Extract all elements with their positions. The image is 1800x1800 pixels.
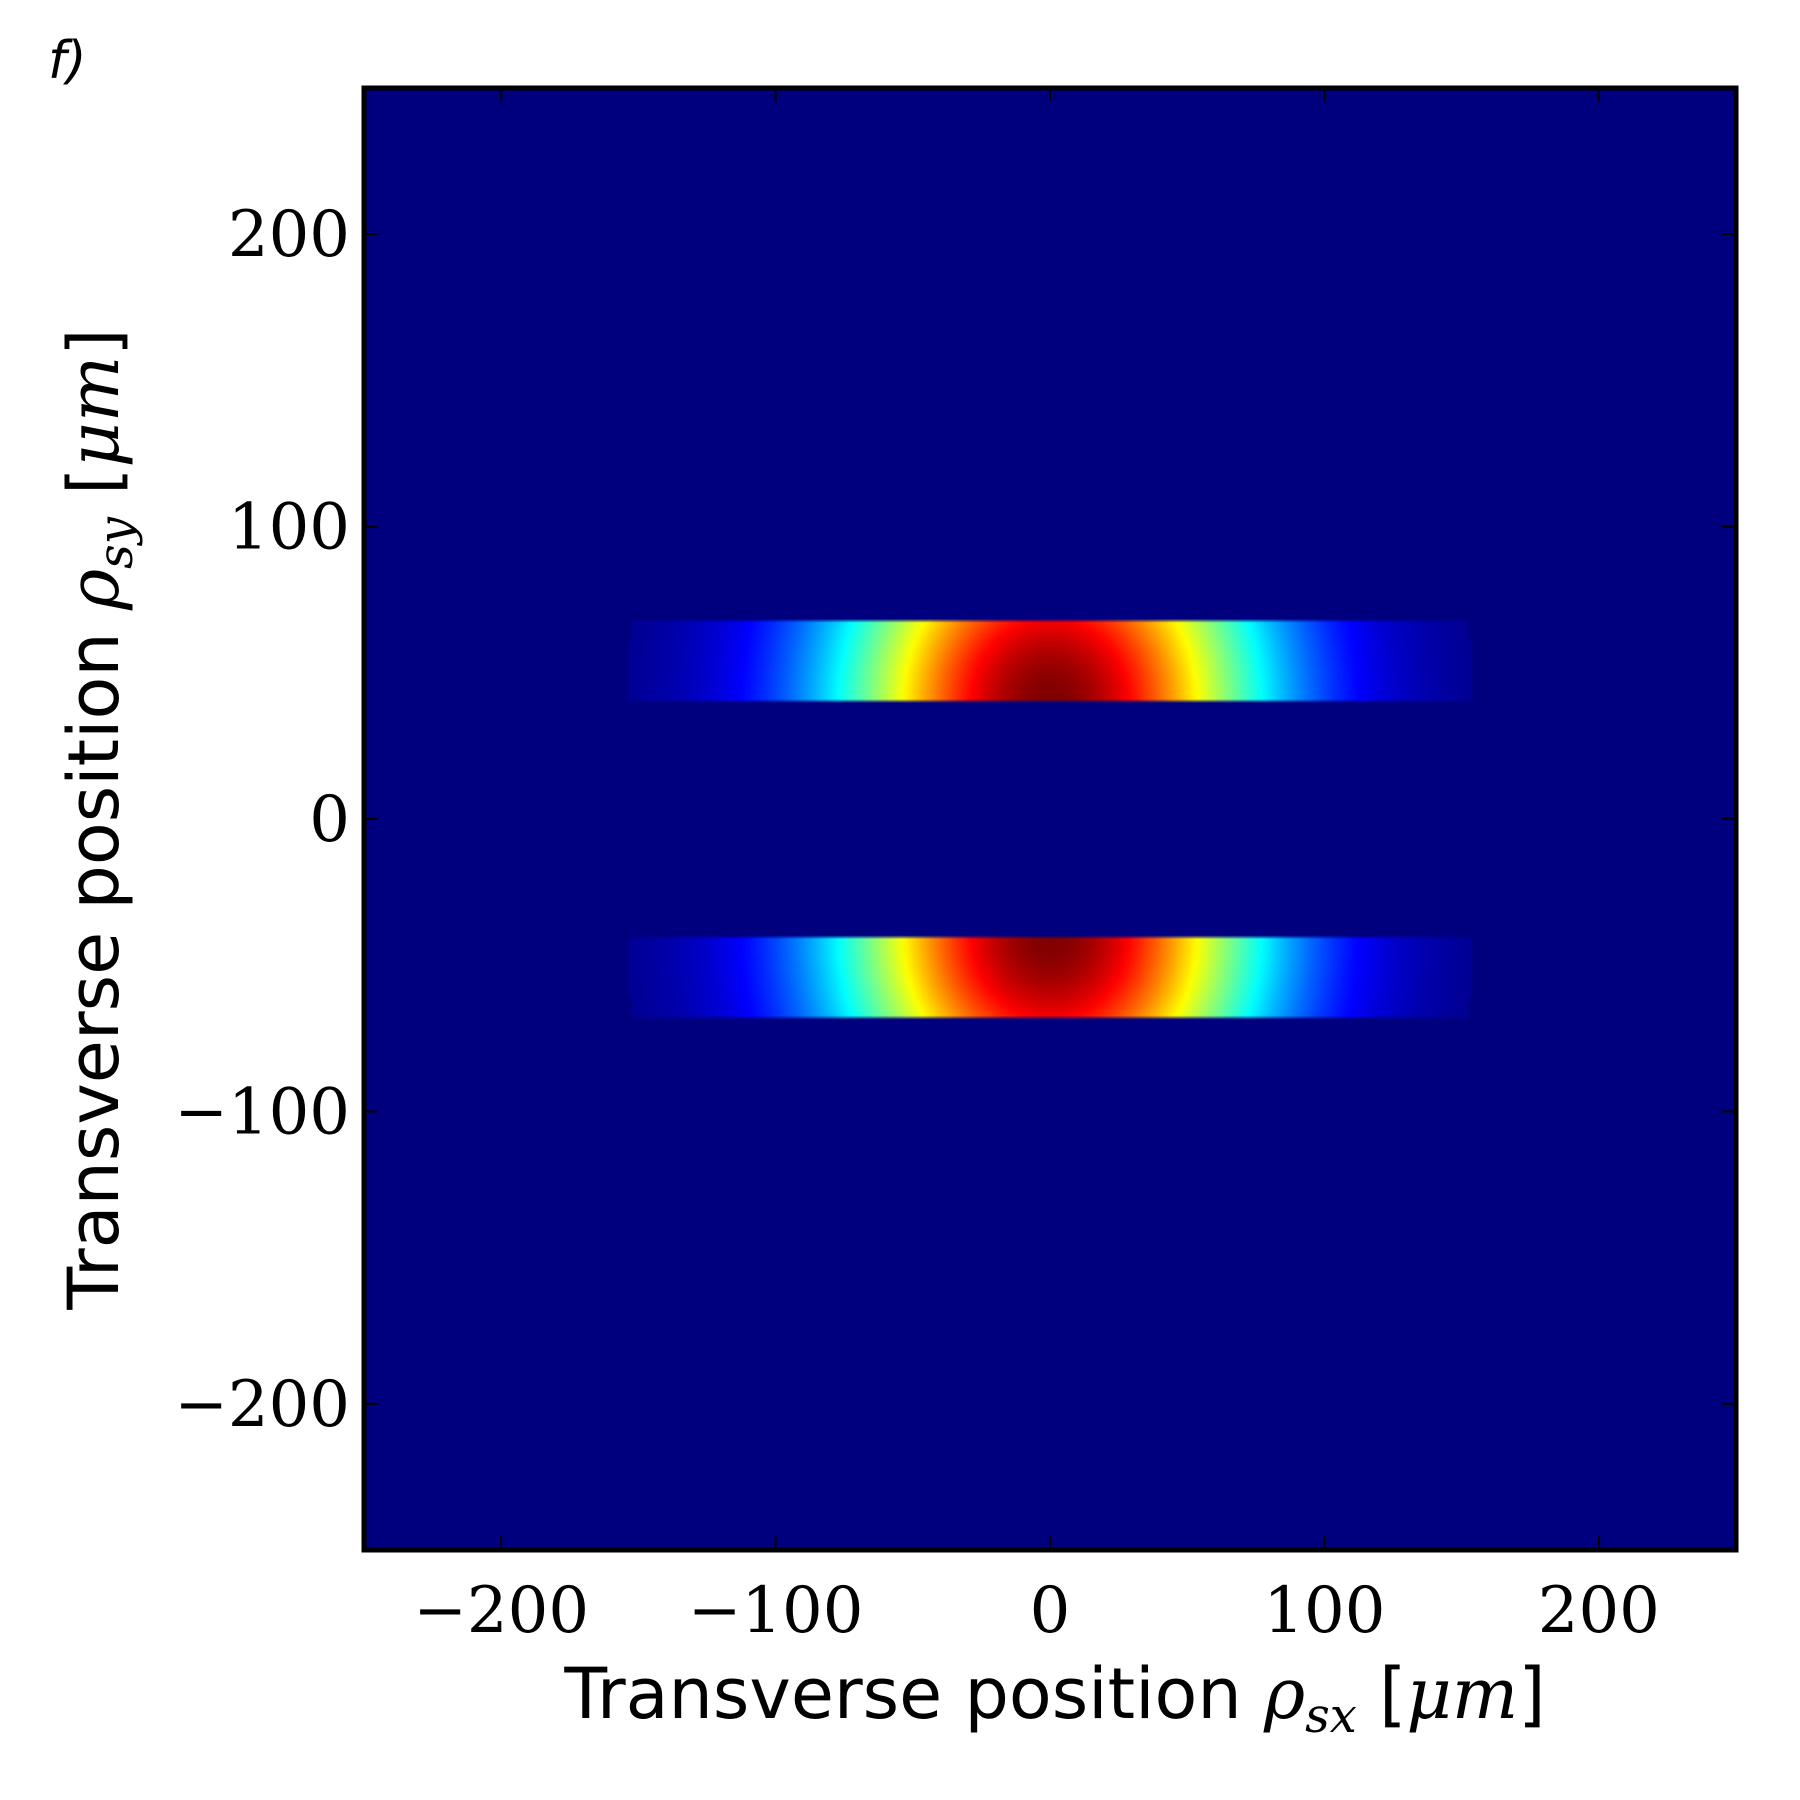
y-axis-subscript: sy bbox=[88, 516, 144, 569]
x-tick-label: 200 bbox=[1538, 1574, 1660, 1648]
y-axis-title-text: Transverse position bbox=[53, 610, 135, 1311]
plot-area bbox=[364, 88, 1736, 1550]
y-axis-unit-open: [ bbox=[53, 468, 135, 518]
y-axis-title: Transverse position ρsy [μm] bbox=[53, 328, 144, 1310]
y-axis-symbol: ρ bbox=[53, 569, 135, 611]
x-axis-title-text: Transverse position bbox=[563, 1653, 1264, 1735]
x-axis-title: Transverse position ρsx [μm] bbox=[563, 1653, 1545, 1744]
x-tick-label: −200 bbox=[413, 1574, 589, 1648]
y-tick-label: 200 bbox=[228, 198, 350, 272]
x-tick-label: 0 bbox=[1030, 1574, 1071, 1648]
y-tick-label: 0 bbox=[309, 783, 350, 857]
ticks bbox=[364, 88, 1736, 1550]
heatmap-image bbox=[364, 88, 1736, 1550]
x-tick-label: 100 bbox=[1263, 1574, 1385, 1648]
panel-label: f) bbox=[48, 31, 87, 91]
x-axis-unit-close: ] bbox=[1518, 1653, 1545, 1735]
tick-labels: −200 −100 0 100 200 −200 −100 0 100 200 bbox=[174, 198, 1660, 1648]
x-axis-unit-open: [ bbox=[1357, 1653, 1407, 1735]
x-axis-subscript: sx bbox=[1305, 1688, 1357, 1744]
x-tick-label: −100 bbox=[688, 1574, 864, 1648]
x-axis-unit: μm bbox=[1406, 1653, 1518, 1735]
x-axis-symbol: ρ bbox=[1263, 1653, 1305, 1735]
y-tick-label: −100 bbox=[174, 1075, 350, 1149]
y-tick-label: −200 bbox=[174, 1368, 350, 1442]
y-tick-label: 100 bbox=[228, 491, 350, 565]
y-axis-unit-close: ] bbox=[53, 328, 135, 355]
y-axis-unit: μm bbox=[53, 356, 135, 468]
